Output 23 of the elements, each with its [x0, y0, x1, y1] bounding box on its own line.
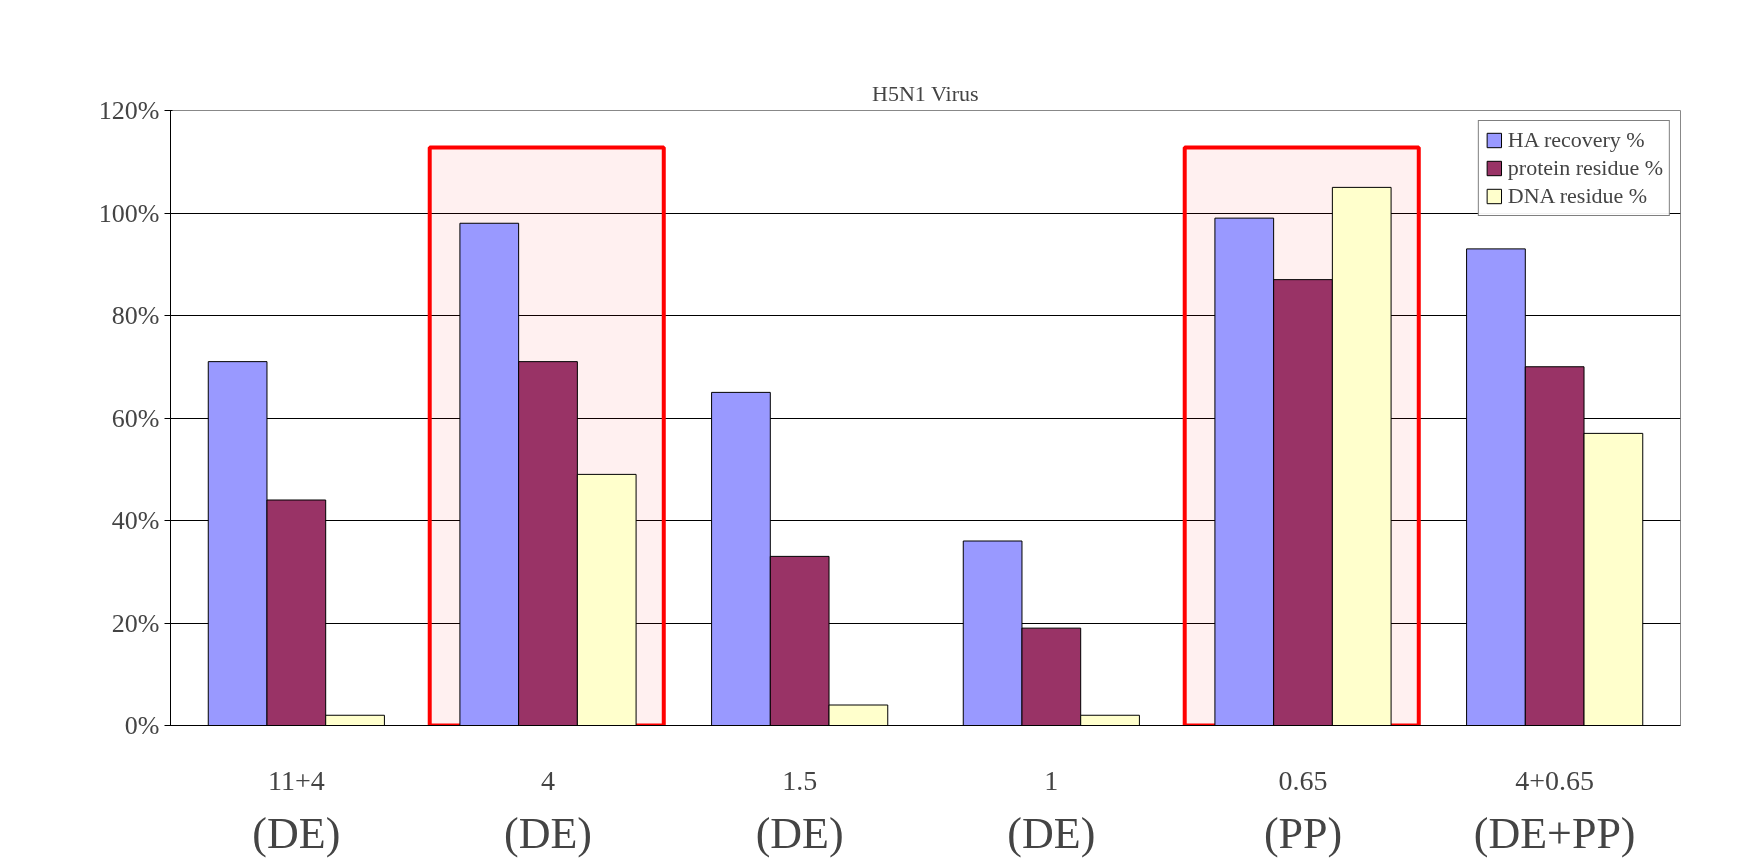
text: (DE)	[755, 808, 844, 858]
y-tick-label: 100%	[98, 198, 160, 228]
x-tick-label: 4+0.65	[1515, 764, 1595, 796]
x-tick-label: 1	[1044, 764, 1059, 796]
text: (DE)	[1007, 808, 1096, 858]
legend-label: protein residue %	[1507, 155, 1663, 181]
text: (DE)	[504, 808, 592, 858]
y-tick-label: 120%	[98, 96, 160, 125]
text: (PP)	[1263, 808, 1343, 858]
x-tick-label: 1.5	[782, 764, 818, 796]
y-tick-label: 20%	[111, 608, 160, 638]
text: (DE)	[252, 808, 341, 858]
legend-label: HA recovery %	[1507, 127, 1645, 153]
legend-label: DNA residue %	[1507, 183, 1648, 209]
chart-title: H5N1 Virus	[872, 80, 979, 106]
x-tick-label: 11+4	[267, 764, 325, 796]
y-tick-label: 40%	[111, 506, 160, 535]
y-tick-label: 60%	[111, 403, 160, 433]
text: (DE+PP)	[1473, 808, 1636, 858]
y-tick-label: 80%	[111, 301, 160, 330]
x-tick-label: 4	[541, 764, 555, 796]
y-tick-label: 0%	[124, 711, 160, 740]
x-tick-label: 0.65	[1278, 764, 1328, 796]
